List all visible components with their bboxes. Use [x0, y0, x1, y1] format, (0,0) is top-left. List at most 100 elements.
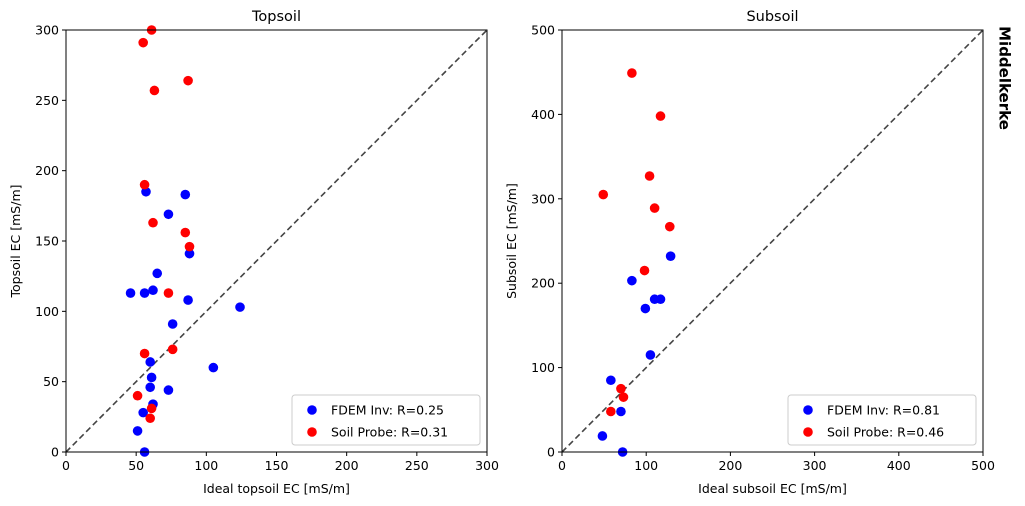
fdem-point — [606, 375, 616, 386]
probe-point — [649, 203, 660, 213]
legend-fdem-label: FDEM Inv: R=0.25 — [331, 403, 444, 418]
x-tick-label: 100 — [634, 458, 658, 473]
probe-point — [149, 85, 160, 96]
fdem-point — [180, 189, 191, 200]
probe-point — [664, 221, 675, 232]
y-tick-label: 0 — [51, 445, 59, 460]
x-axis-label: Ideal topsoil EC [mS/m] — [203, 481, 350, 496]
legend-box — [291, 394, 481, 446]
y-tick-label: 300 — [531, 191, 555, 206]
legend-probe-marker — [803, 427, 813, 437]
probe-point — [184, 241, 195, 252]
fdem-point — [616, 406, 626, 417]
y-tick-label: 100 — [531, 360, 555, 375]
probe-point — [644, 171, 655, 181]
probe-point — [627, 68, 637, 78]
chart-title: Topsoil — [251, 9, 301, 25]
identity-line — [561, 29, 984, 453]
probe-point — [139, 348, 150, 359]
fdem-point — [163, 209, 174, 220]
x-tick-label: 300 — [475, 458, 499, 473]
probe-point — [148, 217, 158, 228]
topsoil-chart: 0 50 100 150 200 250 300 0 50 100 150 200 250 300 Tops… — [8, 9, 499, 496]
legend-probe-label: Soil Probe: R=0.46 — [827, 425, 944, 440]
probe-point — [138, 37, 148, 48]
site-label: Middelkerke — [996, 26, 1014, 130]
x-tick-label: 0 — [62, 458, 70, 473]
probe-point — [132, 390, 143, 401]
y-tick-label: 300 — [35, 23, 59, 38]
fdem-point — [145, 357, 155, 367]
x-tick-label: 300 — [803, 458, 827, 473]
fdem-point — [145, 382, 155, 393]
fdem-point — [645, 350, 656, 360]
fdem-point — [597, 431, 608, 441]
y-tick-label: 50 — [43, 374, 59, 389]
x-tick-label: 200 — [718, 458, 742, 473]
x-tick-label: 500 — [971, 458, 995, 473]
y-axis-label: Subsoil EC [mS/m] — [504, 183, 519, 299]
fdem-point — [235, 302, 245, 312]
legend-probe-marker — [307, 427, 317, 437]
chart-title: Subsoil — [746, 9, 798, 25]
probe-point — [146, 403, 157, 414]
fdem-point — [167, 319, 178, 329]
fdem-point — [148, 285, 158, 296]
probe-point — [618, 392, 629, 402]
y-tick-label: 500 — [531, 23, 555, 38]
y-tick-label: 400 — [531, 107, 555, 122]
x-tick-label: 200 — [335, 458, 359, 473]
x-tick-label: 50 — [128, 458, 144, 473]
y-tick-label: 150 — [35, 234, 59, 249]
x-tick-label: 100 — [194, 458, 218, 473]
probe-point — [598, 189, 609, 200]
y-tick-label: 200 — [531, 276, 555, 291]
probe-point — [639, 265, 650, 276]
probe-point — [180, 227, 191, 238]
y-tick-label: 200 — [35, 163, 59, 178]
fdem-point — [138, 407, 148, 418]
fdem-point — [655, 294, 666, 305]
fdem-point — [163, 385, 174, 395]
legend: FDEM Inv: R=0.25 Soil Probe: R=0.31 — [291, 394, 481, 446]
fdem-point — [208, 362, 219, 373]
x-tick-label: 250 — [405, 458, 429, 473]
fdem-point — [627, 275, 637, 286]
legend: FDEM Inv: R=0.81 Soil Probe: R=0.46 — [787, 394, 977, 446]
fdem-point — [125, 288, 136, 298]
y-axis-label: Topsoil EC [mS/m] — [8, 184, 23, 298]
probe-point — [167, 344, 178, 355]
legend-probe-label: Soil Probe: R=0.31 — [331, 425, 448, 440]
probe-point — [183, 75, 193, 86]
identity-line — [65, 29, 488, 453]
y-tick-label: 0 — [547, 445, 555, 460]
y-tick-label: 250 — [35, 93, 59, 108]
probe-point — [655, 111, 666, 121]
fdem-point — [146, 372, 157, 383]
fdem-point — [183, 295, 193, 305]
probe-point — [163, 288, 174, 298]
data-layer — [65, 25, 488, 457]
legend-fdem-marker — [803, 405, 813, 415]
fdem-point — [184, 248, 195, 259]
x-tick-label: 400 — [887, 458, 911, 473]
fdem-point — [665, 251, 676, 261]
probe-point — [606, 406, 616, 417]
probe-point — [139, 179, 150, 190]
y-tick-label: 100 — [35, 304, 59, 319]
x-tick-label: 0 — [558, 458, 566, 473]
fdem-point — [139, 288, 150, 298]
legend-fdem-label: FDEM Inv: R=0.81 — [827, 403, 940, 418]
x-axis-label: Ideal subsoil EC [mS/m] — [698, 481, 847, 496]
subsoil-chart: 0 100 200 300 400 500 0 100 200 300 400 500 Subsoil I… — [504, 9, 995, 496]
fdem-point — [132, 426, 143, 436]
probe-point — [145, 413, 155, 424]
x-tick-label: 150 — [265, 458, 289, 473]
data-layer — [561, 29, 984, 457]
legend-fdem-marker — [307, 405, 317, 415]
axes-frame — [561, 29, 984, 453]
fdem-point — [152, 268, 163, 279]
fdem-point — [640, 303, 651, 314]
legend-box — [787, 394, 977, 446]
